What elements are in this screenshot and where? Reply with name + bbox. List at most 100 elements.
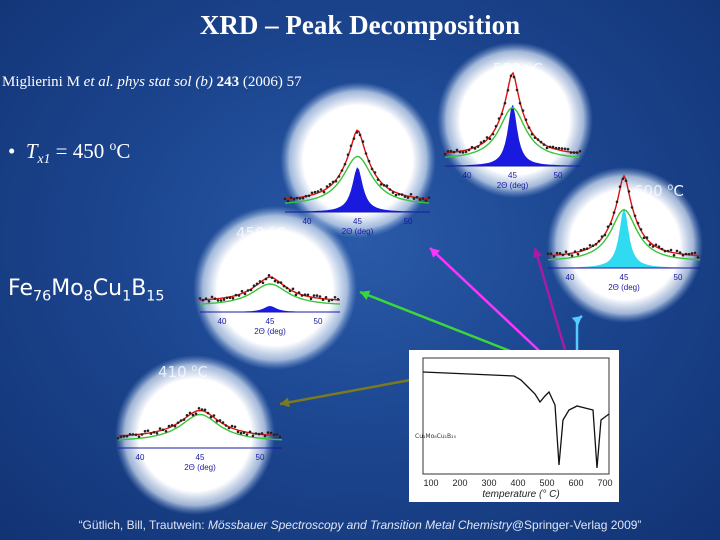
data-point-550 [464, 150, 468, 154]
data-point-510 [313, 190, 317, 194]
data-point-550 [515, 88, 519, 92]
data-point-410 [146, 429, 150, 433]
x-tick-450: 45 [266, 317, 275, 326]
data-point-450 [273, 279, 277, 283]
data-point-510 [367, 159, 371, 163]
data-point-510 [424, 199, 428, 202]
data-point-510 [346, 153, 350, 156]
data-point-600 [591, 244, 595, 247]
arrowhead-410 [280, 397, 290, 408]
spectrum-panel-410: 40 45 50 2Θ (deg) [115, 355, 283, 515]
data-point-600 [627, 190, 631, 193]
data-point-600 [606, 225, 610, 228]
data-point-510 [415, 195, 419, 199]
x-tick-510: 45 [353, 217, 362, 226]
data-point-510 [310, 191, 314, 195]
data-point-450 [222, 298, 226, 301]
data-point-600 [669, 248, 673, 252]
data-point-450 [297, 291, 301, 294]
dsc-frame [422, 357, 610, 475]
data-point-450 [204, 297, 208, 301]
dsc-plot: Cu₁Mo₈Cu₁B₁₅ 100 200 300 400 500 600 700 tempe… [415, 357, 613, 500]
data-point-510 [376, 178, 380, 181]
data-point-600 [573, 250, 577, 253]
data-point-550 [530, 132, 534, 136]
data-point-410 [263, 434, 267, 438]
data-point-550 [524, 118, 528, 121]
data-point-410 [173, 424, 177, 428]
data-point-600 [576, 252, 580, 256]
data-point-450 [264, 277, 268, 281]
data-point-600 [651, 245, 655, 248]
total-fit-450 [199, 276, 341, 301]
data-point-550 [566, 147, 570, 151]
data-point-410 [257, 432, 261, 436]
data-point-410 [161, 428, 165, 432]
data-point-600 [603, 233, 607, 237]
data-point-510 [388, 188, 392, 191]
data-point-450 [270, 276, 274, 280]
spectrum-panel-550: 40 45 50 2Θ (deg) [437, 42, 593, 198]
data-point-510 [316, 190, 320, 193]
footer-citation: “Gütlich, Bill, Trautwein: Mössbauer Spe… [78, 518, 642, 532]
data-point-410 [158, 427, 162, 430]
dsc-x-tick: 600 [568, 478, 583, 488]
spectrum-panel-450: 40 45 50 2Θ (deg) [193, 206, 357, 370]
data-point-450 [276, 281, 280, 284]
data-point-600 [636, 221, 640, 225]
data-point-510 [403, 195, 407, 198]
dsc-sample-label: Cu₁Mo₈Cu₁B₁₅ [415, 433, 457, 440]
data-point-550 [521, 109, 525, 112]
data-point-410 [206, 411, 210, 415]
amorphous-fit-410 [117, 413, 283, 441]
data-point-410 [143, 429, 147, 433]
data-point-510 [358, 133, 362, 137]
data-point-450 [267, 274, 271, 277]
data-point-600 [594, 242, 598, 246]
data-point-510 [373, 171, 377, 174]
data-point-510 [286, 199, 290, 203]
data-point-600 [597, 239, 601, 243]
data-point-510 [307, 194, 311, 198]
x-tick-550: 50 [554, 171, 563, 180]
data-point-550 [527, 126, 531, 129]
data-point-410 [200, 408, 204, 411]
data-point-410 [152, 431, 156, 434]
arrowhead-600 [571, 316, 582, 326]
spectrum-glow-450 [193, 206, 357, 370]
x-axis-label-550: 2Θ (deg) [497, 181, 529, 190]
data-point-410 [164, 430, 168, 433]
data-point-450 [300, 294, 304, 297]
data-point-510 [331, 180, 335, 184]
crystalline-peak-550 [445, 104, 580, 166]
data-point-550 [518, 101, 522, 105]
data-point-510 [400, 193, 404, 196]
data-point-450 [225, 296, 229, 300]
data-point-550 [551, 145, 555, 149]
data-point-510 [343, 162, 347, 166]
data-point-450 [243, 292, 247, 296]
data-point-450 [321, 298, 325, 302]
data-point-550 [542, 143, 546, 146]
data-point-600 [657, 245, 661, 248]
data-point-600 [618, 185, 622, 188]
data-point-600 [693, 251, 697, 255]
x-axis-label-410: 2Θ (deg) [184, 463, 216, 472]
data-point-600 [684, 252, 688, 256]
data-point-600 [564, 250, 568, 253]
data-point-550 [491, 132, 495, 136]
x-tick-410: 50 [256, 453, 265, 462]
x-tick-550: 45 [508, 171, 517, 180]
data-point-510 [334, 179, 338, 183]
data-point-600 [567, 253, 571, 256]
data-point-410 [167, 424, 171, 428]
dsc-x-tick: 500 [539, 478, 554, 488]
crystalline-peak-510 [285, 167, 430, 212]
arrowhead-510 [430, 248, 440, 258]
data-point-510 [361, 140, 365, 143]
dsc-x-tick: 300 [481, 478, 496, 488]
data-point-510 [328, 182, 332, 186]
data-point-510 [421, 197, 425, 200]
data-point-450 [288, 289, 292, 293]
data-point-550 [557, 146, 561, 150]
